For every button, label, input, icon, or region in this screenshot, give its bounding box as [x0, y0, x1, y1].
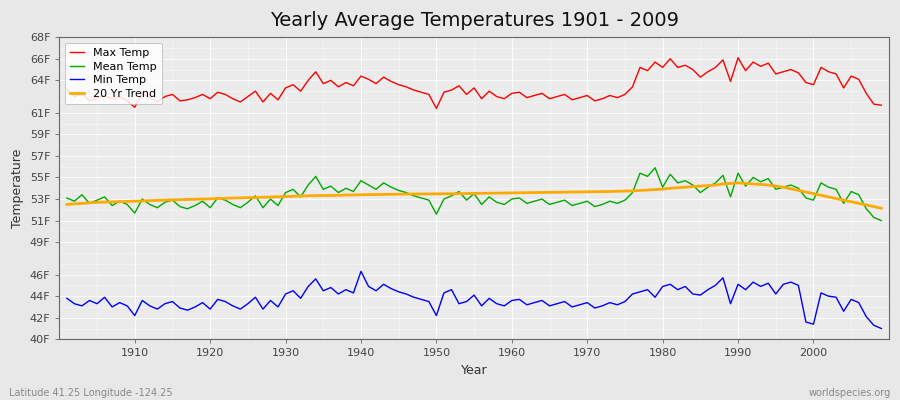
20 Yr Trend	[499, 191, 509, 196]
Mean Temp	[61, 196, 72, 200]
Min Temp	[61, 296, 72, 301]
Mean Temp	[499, 202, 509, 207]
Line: Max Temp: Max Temp	[67, 58, 881, 108]
20 Yr Trend	[333, 193, 344, 198]
Min Temp	[514, 297, 525, 302]
Line: Min Temp: Min Temp	[67, 271, 881, 328]
Y-axis label: Temperature: Temperature	[11, 148, 24, 228]
Mean Temp	[122, 202, 132, 207]
20 Yr Trend	[876, 206, 886, 211]
Max Temp	[288, 82, 299, 87]
20 Yr Trend	[288, 194, 299, 199]
20 Yr Trend	[507, 190, 517, 195]
Min Temp	[876, 326, 886, 331]
20 Yr Trend	[733, 180, 743, 185]
Max Temp	[61, 87, 72, 92]
20 Yr Trend	[122, 199, 132, 204]
X-axis label: Year: Year	[461, 364, 488, 377]
20 Yr Trend	[61, 202, 72, 207]
Line: 20 Yr Trend: 20 Yr Trend	[67, 183, 881, 208]
Mean Temp	[333, 190, 344, 195]
Max Temp	[431, 106, 442, 111]
Legend: Max Temp, Mean Temp, Min Temp, 20 Yr Trend: Max Temp, Mean Temp, Min Temp, 20 Yr Tre…	[65, 43, 162, 104]
Mean Temp	[876, 218, 886, 223]
Line: Mean Temp: Mean Temp	[67, 168, 881, 221]
Max Temp	[605, 93, 616, 98]
Max Temp	[733, 55, 743, 60]
Min Temp	[507, 298, 517, 303]
Max Temp	[514, 90, 525, 95]
Min Temp	[122, 304, 132, 308]
Min Temp	[605, 300, 616, 305]
Max Temp	[122, 98, 132, 103]
Text: Latitude 41.25 Longitude -124.25: Latitude 41.25 Longitude -124.25	[9, 388, 173, 398]
Title: Yearly Average Temperatures 1901 - 2009: Yearly Average Temperatures 1901 - 2009	[270, 11, 679, 30]
Min Temp	[333, 292, 344, 296]
Text: worldspecies.org: worldspecies.org	[809, 388, 891, 398]
Mean Temp	[507, 197, 517, 202]
Mean Temp	[650, 165, 661, 170]
Max Temp	[507, 91, 517, 96]
Max Temp	[333, 84, 344, 89]
Min Temp	[288, 288, 299, 293]
20 Yr Trend	[597, 189, 608, 194]
Max Temp	[876, 103, 886, 108]
Min Temp	[356, 269, 366, 274]
Mean Temp	[597, 202, 608, 207]
Mean Temp	[288, 187, 299, 192]
